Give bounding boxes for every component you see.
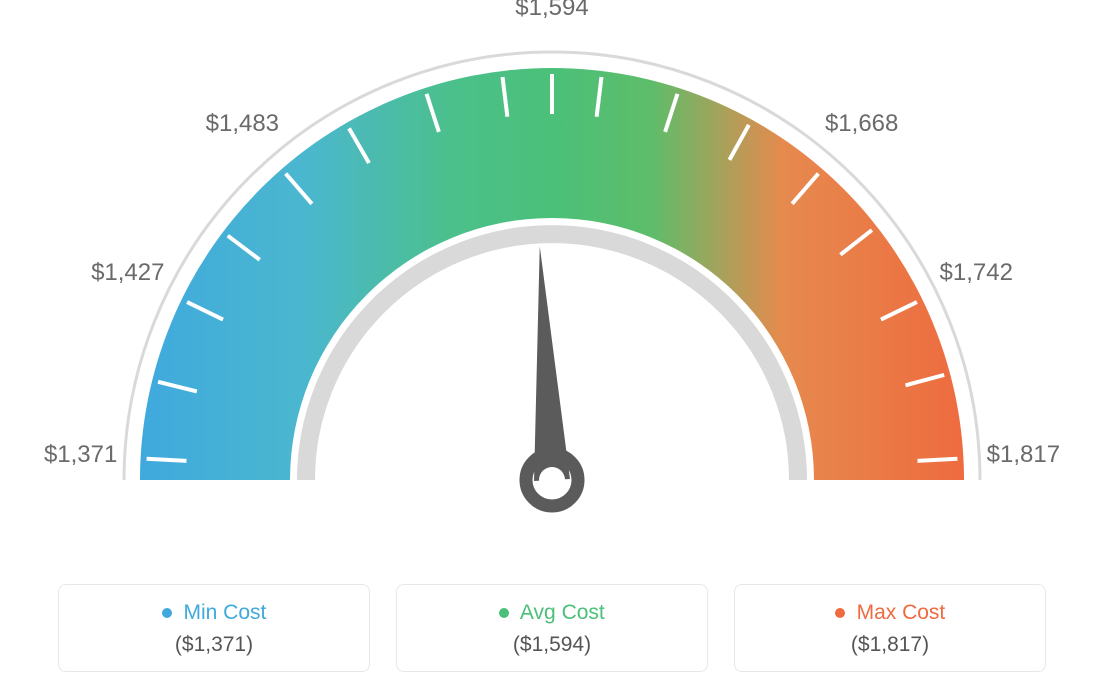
legend-card-max: Max Cost ($1,817) — [734, 584, 1046, 672]
legend-title-max: Max Cost — [735, 601, 1045, 625]
avg-cost-value: ($1,594) — [397, 633, 707, 657]
gauge-tick-label: $1,371 — [36, 441, 126, 469]
gauge-tick-label: $1,668 — [817, 110, 907, 138]
gauge-tick-label: $1,427 — [83, 259, 173, 287]
min-cost-label: Min Cost — [183, 601, 266, 624]
legend-row: Min Cost ($1,371) Avg Cost ($1,594) Max … — [0, 584, 1104, 672]
legend-card-avg: Avg Cost ($1,594) — [396, 584, 708, 672]
max-cost-value: ($1,817) — [735, 633, 1045, 657]
dot-avg — [499, 608, 509, 618]
legend-title-min: Min Cost — [59, 601, 369, 625]
max-cost-label: Max Cost — [857, 601, 946, 624]
legend-card-min: Min Cost ($1,371) — [58, 584, 370, 672]
gauge-tick-label: $1,742 — [931, 259, 1021, 287]
gauge-tick-label: $1,483 — [197, 110, 287, 138]
min-cost-value: ($1,371) — [59, 633, 369, 657]
avg-cost-label: Avg Cost — [520, 601, 605, 624]
gauge-tick-label: $1,594 — [507, 0, 597, 22]
gauge-tick-label: $1,817 — [978, 441, 1068, 469]
dot-min — [162, 608, 172, 618]
dot-max — [835, 608, 845, 618]
gauge-chart: $1,371 $1,427 $1,483 $1,594 $1,668 $1,742 $1,8… — [0, 0, 1104, 560]
legend-title-avg: Avg Cost — [397, 601, 707, 625]
